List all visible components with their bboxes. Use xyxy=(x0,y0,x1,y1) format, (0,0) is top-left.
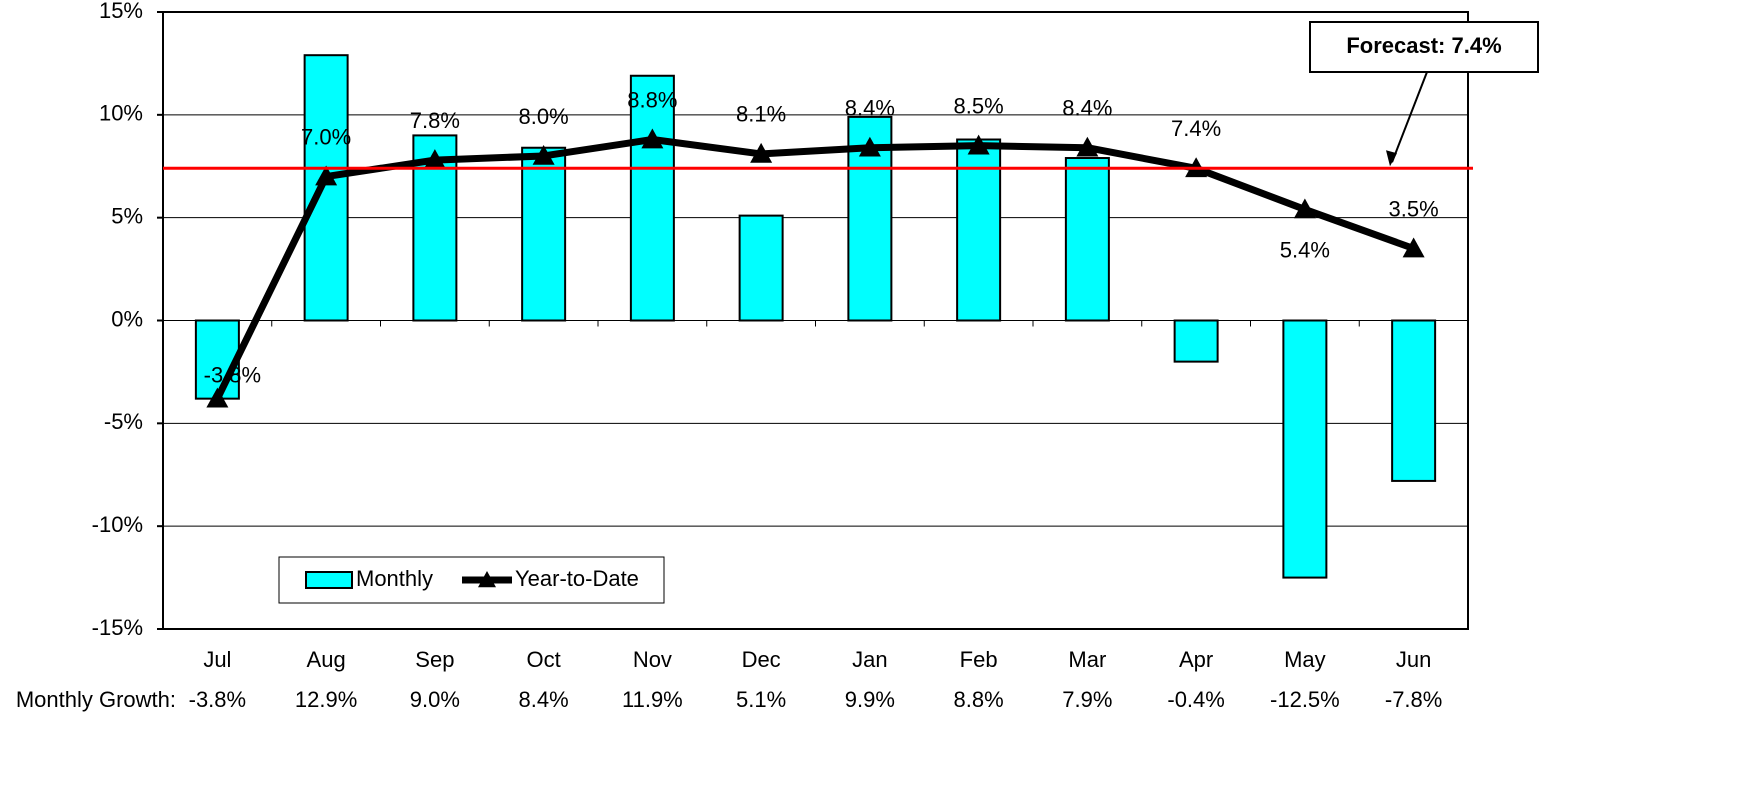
data-label: -3.8% xyxy=(204,362,261,387)
bar xyxy=(303,54,349,322)
marker xyxy=(967,134,990,155)
data-label: 8.8% xyxy=(627,87,677,112)
bar xyxy=(1064,157,1110,322)
footer-value: -12.5% xyxy=(1270,687,1340,712)
y-tick-label: 15% xyxy=(99,0,143,23)
data-label: 8.5% xyxy=(954,93,1004,118)
annotation: Forecast: 7.4% xyxy=(1346,33,1501,58)
data-label: 7.8% xyxy=(410,108,460,133)
x-tick-label: Mar xyxy=(1068,647,1106,672)
bar xyxy=(1282,319,1328,579)
marker xyxy=(858,136,881,157)
bar xyxy=(521,146,567,322)
x-tick-label: Jan xyxy=(852,647,887,672)
footer-value: -0.4% xyxy=(1167,687,1224,712)
marker xyxy=(315,165,338,186)
y-tick-label: -10% xyxy=(92,512,143,537)
footer-value: 8.8% xyxy=(954,687,1004,712)
x-tick-label: Jul xyxy=(203,647,231,672)
bar xyxy=(1173,319,1219,363)
marker xyxy=(641,128,664,149)
bar xyxy=(194,319,240,400)
data-label: 7.0% xyxy=(301,124,351,149)
footer-value: 9.0% xyxy=(410,687,460,712)
marker xyxy=(423,149,446,169)
legend-label: Monthly xyxy=(356,566,433,591)
legend-swatch xyxy=(305,571,353,589)
bar xyxy=(412,134,458,322)
data-label: 8.4% xyxy=(1062,96,1112,121)
marker xyxy=(1402,237,1425,258)
x-tick-label: Dec xyxy=(742,647,781,672)
x-tick-label: Nov xyxy=(633,647,672,672)
annotation-arrow xyxy=(1391,71,1428,163)
data-label: 8.0% xyxy=(519,104,569,129)
line xyxy=(214,136,1415,401)
bar xyxy=(738,214,784,322)
annotation-box xyxy=(1309,21,1539,73)
marker xyxy=(750,142,773,163)
y-tick-label: 10% xyxy=(99,101,143,126)
marker xyxy=(1076,136,1099,157)
marker xyxy=(1293,198,1316,219)
x-tick-label: Feb xyxy=(960,647,998,672)
marker xyxy=(532,144,555,165)
data-label: 5.4% xyxy=(1280,237,1330,262)
footer-value: 9.9% xyxy=(845,687,895,712)
footer-label: Monthly Growth: xyxy=(16,687,176,712)
x-tick-label: Jun xyxy=(1396,647,1431,672)
marker xyxy=(206,387,229,408)
x-tick-label: May xyxy=(1284,647,1326,672)
legend-label: Year-to-Date xyxy=(515,566,639,591)
x-tick-label: Sep xyxy=(415,647,454,672)
x-tick-label: Oct xyxy=(527,647,561,672)
footer-value: -3.8% xyxy=(189,687,246,712)
data-label: 7.4% xyxy=(1171,116,1221,141)
x-tick-label: Aug xyxy=(307,647,346,672)
y-tick-label: -15% xyxy=(92,615,143,640)
data-label: 3.5% xyxy=(1389,196,1439,221)
footer-value: 7.9% xyxy=(1062,687,1112,712)
legend-marker xyxy=(478,571,496,588)
arrow-head xyxy=(1386,150,1397,167)
bar xyxy=(629,74,675,322)
footer-value: -7.8% xyxy=(1385,687,1442,712)
footer-value: 11.9% xyxy=(622,687,683,712)
bar xyxy=(956,138,1002,322)
y-tick-label: 5% xyxy=(111,203,143,228)
y-tick-label: 0% xyxy=(111,306,143,331)
bar xyxy=(1391,319,1437,482)
data-label: 8.1% xyxy=(736,102,786,127)
y-tick-label: -5% xyxy=(104,409,143,434)
footer-value: 8.4% xyxy=(519,687,569,712)
x-tick-label: Apr xyxy=(1179,647,1213,672)
footer-value: 5.1% xyxy=(736,687,786,712)
footer-value: 12.9% xyxy=(295,687,357,712)
data-label: 8.4% xyxy=(845,96,895,121)
